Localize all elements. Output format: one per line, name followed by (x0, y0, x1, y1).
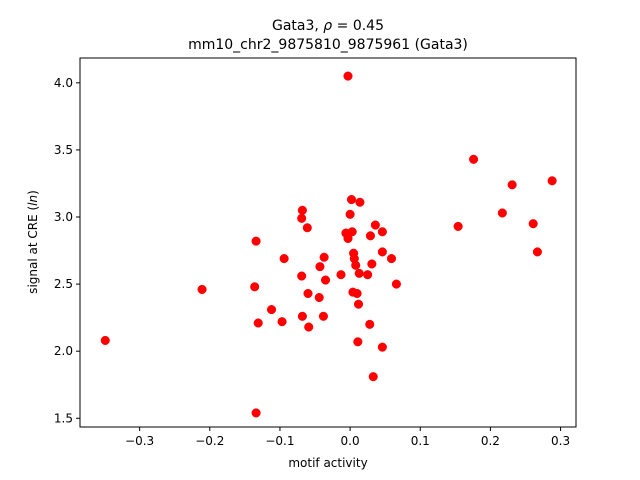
scatter-point (367, 259, 377, 269)
scatter-point (386, 254, 397, 264)
scatter-point (351, 260, 361, 270)
scatter-point (363, 270, 373, 280)
x-tick-label: 0.2 (481, 434, 500, 448)
scatter-point (336, 270, 346, 280)
scatter-point (251, 236, 261, 246)
x-tick-label: −0.3 (125, 434, 154, 448)
scatter-point (347, 227, 357, 237)
scatter-point (365, 319, 375, 329)
scatter-point (352, 288, 362, 299)
scatter-point (279, 254, 289, 264)
scatter-point (302, 223, 312, 233)
scatter-point (297, 311, 307, 321)
scatter-point (318, 311, 328, 321)
y-tick-label: 3.5 (54, 143, 73, 157)
x-tick-label: 0.1 (411, 434, 430, 448)
scatter-point (377, 227, 387, 237)
scatter-point (297, 205, 307, 215)
scatter-point (368, 372, 378, 382)
scatter-point (100, 335, 110, 346)
y-tick-label: 2.5 (54, 277, 73, 291)
scatter-point (354, 268, 364, 278)
y-axis-ticks: 1.5 2.0 2.5 3.0 3.5 4.0 (54, 76, 80, 425)
scatter-point (303, 288, 313, 299)
y-axis-label: signal at CRE (ln) (26, 190, 40, 294)
plot-area-frame (79, 57, 577, 428)
scatter-point (297, 271, 307, 281)
scatter-point (346, 195, 357, 205)
scatter-point (277, 317, 287, 327)
scatter-point (391, 279, 401, 289)
x-tick-label: 0.0 (341, 434, 360, 448)
scatter-point (377, 247, 387, 257)
scatter-point (314, 292, 324, 303)
y-tick-label: 3.0 (54, 210, 73, 224)
scatter-point (297, 213, 307, 223)
scatter-point (507, 180, 517, 190)
scatter-point (304, 322, 314, 332)
scatter-point (266, 305, 277, 315)
chart-title-line2: mm10_chr2_9875810_9875961 (Gata3) (188, 37, 468, 53)
scatter-point (320, 275, 331, 285)
scatter-point (353, 337, 363, 347)
x-tick-label: 0.3 (551, 434, 570, 448)
scatter-point (365, 231, 375, 241)
scatter-point (197, 284, 207, 295)
y-tick-label: 4.0 (54, 76, 73, 90)
scatter-point (319, 252, 329, 262)
scatter-point (532, 247, 542, 257)
scatter-point (547, 176, 557, 186)
scatter-point (355, 197, 365, 207)
y-tick-label: 1.5 (54, 411, 73, 425)
scatter-point (370, 220, 380, 230)
x-tick-label: −0.2 (195, 434, 224, 448)
scatter-point (315, 262, 325, 272)
scatter-point (345, 209, 355, 219)
scatter-point (497, 208, 507, 218)
scatter-point (469, 154, 479, 164)
scatter-point (377, 342, 387, 352)
x-tick-label: −0.1 (265, 434, 294, 448)
scatter-point (343, 233, 353, 244)
scatter-points (100, 71, 557, 418)
scatter-point (251, 408, 261, 418)
scatter-point (353, 299, 364, 309)
scatter-point (250, 282, 260, 292)
x-axis-ticks: −0.3 −0.2 −0.1 0.0 0.1 0.2 0.3 (125, 427, 570, 448)
scatter-point (343, 71, 353, 81)
x-axis-label: motif activity (288, 456, 367, 470)
y-tick-label: 2.0 (54, 344, 73, 358)
scatter-point (453, 221, 463, 231)
chart-title-line1: Gata3, ρ = 0.45 (272, 18, 384, 34)
scatter-point (253, 318, 263, 328)
scatter-point (528, 219, 538, 229)
